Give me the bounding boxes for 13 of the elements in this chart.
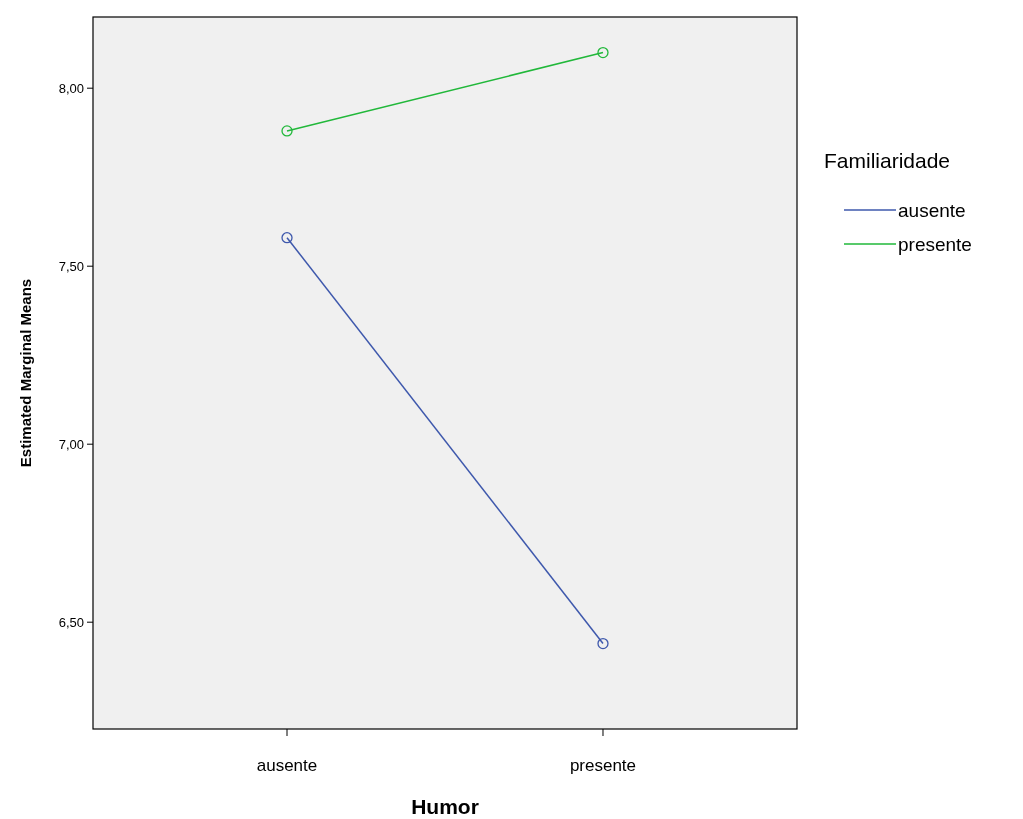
y-axis-title: Estimated Marginal Means <box>17 278 34 468</box>
y-tick-label: 7,50 <box>58 258 84 274</box>
y-tick-label: 8,00 <box>58 80 84 96</box>
point <box>281 232 293 244</box>
legend-label: ausente <box>898 199 966 221</box>
x-axis-title: Humor <box>411 795 479 818</box>
legend-label: presente <box>898 233 972 255</box>
y-tick-label: 6,50 <box>58 614 84 630</box>
y-tick-label: 7,00 <box>58 436 84 452</box>
point <box>597 637 609 650</box>
point <box>281 125 293 137</box>
legend-title: Familiaridade <box>824 149 951 172</box>
point <box>597 46 609 59</box>
